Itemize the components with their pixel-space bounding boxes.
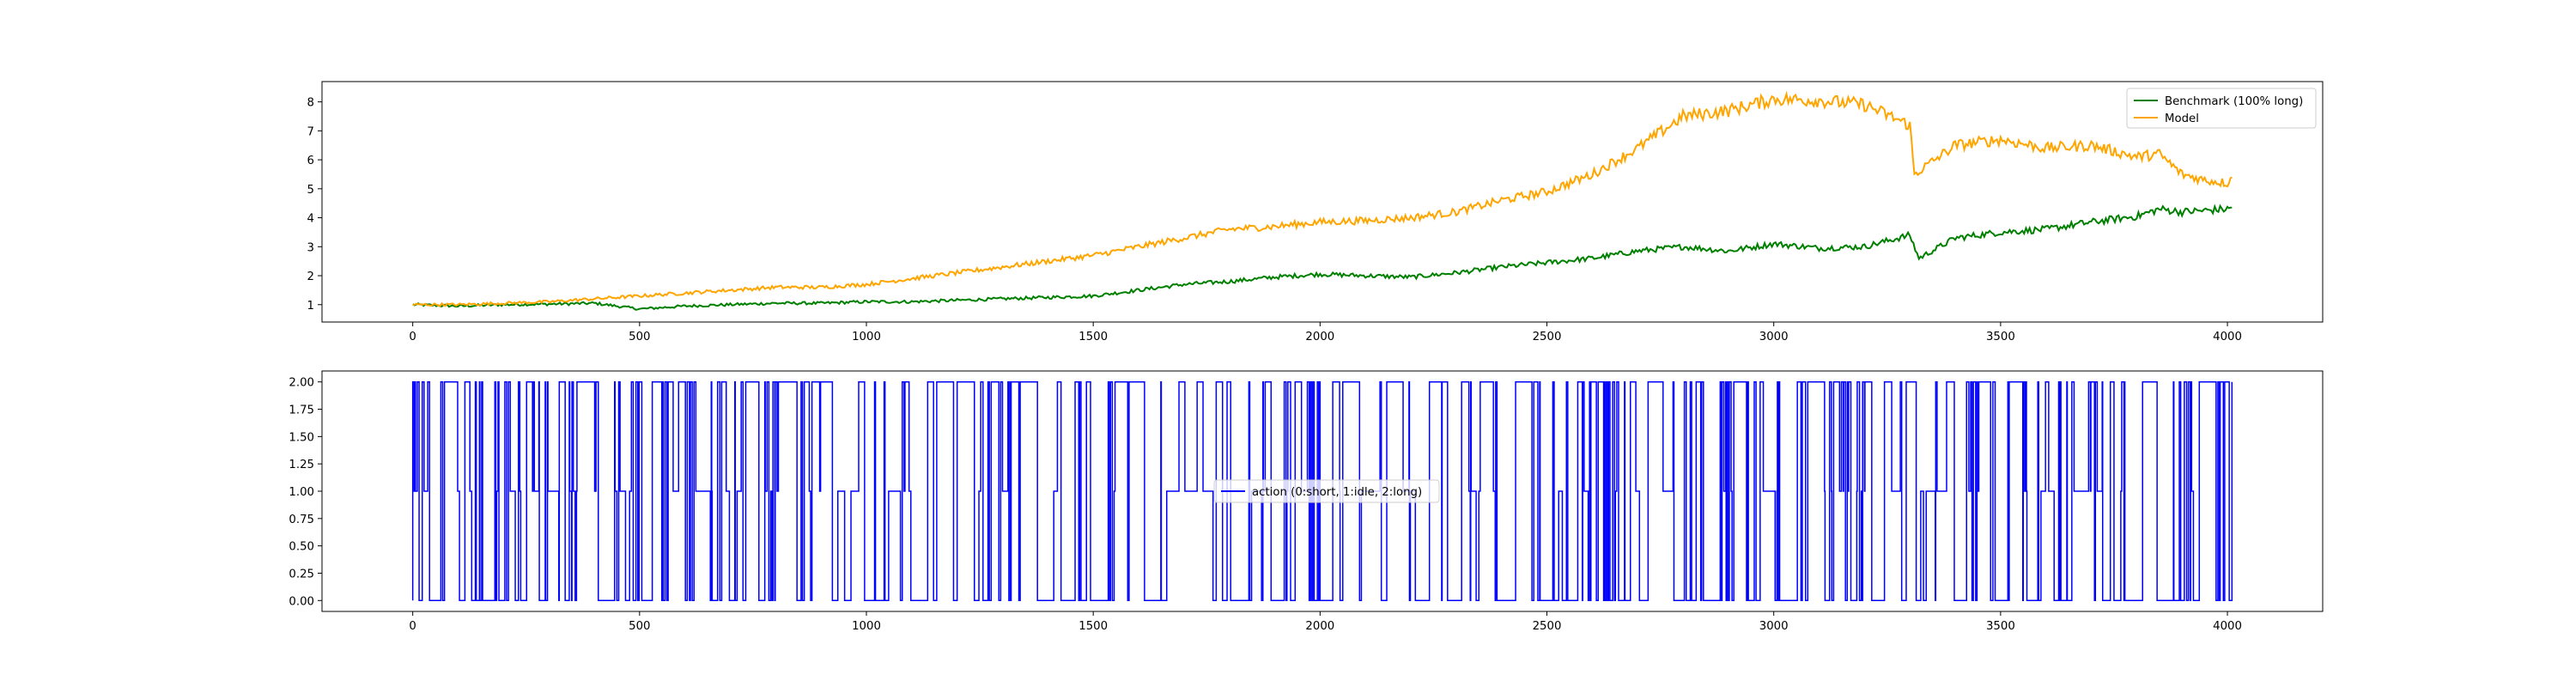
- y-tick-label: 2.00: [289, 377, 314, 390]
- y-tick-label: 1.25: [289, 459, 314, 471]
- y-tick-label: 7: [307, 125, 314, 138]
- x-tick-label: 3000: [1759, 620, 1789, 633]
- series-line-benchmark: [412, 204, 2233, 311]
- y-tick-label: 3: [307, 241, 314, 254]
- series-line-model: [412, 90, 2233, 307]
- y-tick-label: 1.75: [289, 404, 314, 417]
- bottom-axes: 0 500 1000 1500 2000 2500 3000 3500 4000 0.00 0.25…: [289, 370, 2324, 633]
- x-tick-label: 4000: [2213, 331, 2242, 344]
- legend-label: action (0:short, 1:idle, 2:long): [1252, 486, 1422, 499]
- y-tick-label: 1.00: [289, 486, 314, 499]
- legend: action (0:short, 1:idle, 2:long): [1213, 479, 1440, 503]
- x-tick-label: 2000: [1305, 331, 1334, 344]
- axes-frame: [321, 81, 2324, 323]
- axes-frame: [321, 370, 2324, 612]
- legend: Benchmark (100% long) Model: [2126, 88, 2317, 129]
- x-tick-label: 3500: [1986, 620, 2015, 633]
- y-tick-label: 5: [307, 184, 314, 197]
- x-tick-label: 2000: [1305, 620, 1334, 633]
- x-tick-label: 500: [629, 620, 650, 633]
- y-tick-label: 0.25: [289, 568, 314, 581]
- top-axes: 0 500 1000 1500 2000 2500 3000 3500 4000 1 2 3 4 5 6 7 8…: [307, 81, 2324, 344]
- y-tick-label: 6: [307, 155, 314, 167]
- x-tick-label: 1500: [1078, 620, 1108, 633]
- y-tick-label: 4: [307, 213, 314, 226]
- x-tick-label: 0: [409, 620, 416, 633]
- x-tick-label: 1500: [1078, 331, 1108, 344]
- x-tick-label: 500: [629, 331, 650, 344]
- x-tick-label: 0: [409, 331, 416, 344]
- x-tick-label: 3000: [1759, 331, 1789, 344]
- x-tick-label: 2500: [1533, 620, 1562, 633]
- y-tick-label: 1.50: [289, 431, 314, 444]
- y-tick-label: 0.75: [289, 514, 314, 526]
- legend-label: Benchmark (100% long): [2165, 95, 2303, 108]
- legend-label: Model: [2165, 112, 2199, 125]
- y-tick-label: 1: [307, 300, 314, 313]
- x-tick-label: 3500: [1986, 331, 2015, 344]
- y-tick-label: 2: [307, 271, 314, 283]
- legend-box: [2126, 88, 2317, 129]
- x-tick-label: 2500: [1533, 331, 1562, 344]
- y-tick-label: 0.00: [289, 595, 314, 608]
- y-tick-label: 8: [307, 97, 314, 110]
- legend-box: [1213, 479, 1440, 503]
- x-tick-label: 1000: [852, 331, 881, 344]
- x-tick-label: 4000: [2213, 620, 2242, 633]
- y-tick-label: 0.50: [289, 541, 314, 554]
- x-tick-label: 1000: [852, 620, 881, 633]
